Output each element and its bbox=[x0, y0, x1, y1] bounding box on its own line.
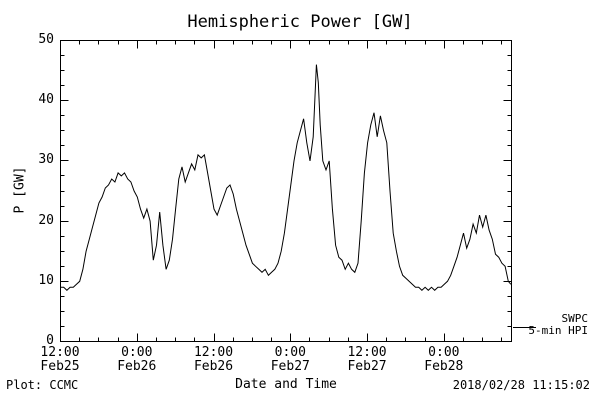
legend-line-sample bbox=[513, 327, 536, 328]
x-tick-time: 12:00 bbox=[347, 345, 387, 360]
x-tick-date: Feb26 bbox=[193, 359, 234, 374]
plot-frame bbox=[60, 40, 512, 342]
x-tick-date: Feb28 bbox=[424, 359, 464, 374]
legend: SWPC 5-min HPI bbox=[528, 313, 588, 337]
plot-source-label: Plot: CCMC bbox=[6, 378, 79, 392]
x-tick-label: 12:00 Feb25 bbox=[28, 346, 92, 374]
x-axis-label: Date and Time bbox=[235, 377, 337, 392]
x-tick-label: 0:00 Feb26 bbox=[105, 346, 169, 374]
x-tick-time: 12:00 bbox=[40, 345, 80, 360]
x-tick-date: Feb26 bbox=[117, 359, 157, 374]
x-tick-date: Feb27 bbox=[270, 359, 310, 374]
x-tick-label: 12:00 Feb27 bbox=[335, 346, 399, 374]
x-tick-label: 0:00 Feb28 bbox=[412, 346, 476, 374]
plot-area bbox=[60, 40, 512, 342]
x-tick-time: 0:00 bbox=[428, 345, 460, 360]
legend-series-desc: 5-min HPI bbox=[528, 324, 588, 337]
legend-series-name: SWPC bbox=[561, 312, 589, 325]
x-tick-time: 0:00 bbox=[274, 345, 306, 360]
x-tick-label: 0:00 Feb27 bbox=[258, 346, 322, 374]
x-tick-date: Feb25 bbox=[40, 359, 80, 374]
x-tick-label: 12:00 Feb26 bbox=[182, 346, 246, 374]
hpi-data-line bbox=[60, 64, 512, 291]
y-tick-label: 20 bbox=[38, 212, 54, 228]
y-tick-label: 30 bbox=[38, 152, 54, 168]
y-tick-label: 10 bbox=[38, 272, 54, 288]
chart-title: Hemispheric Power [GW] bbox=[187, 12, 413, 32]
x-tick-time: 0:00 bbox=[121, 345, 153, 360]
x-tick-date: Feb27 bbox=[347, 359, 387, 374]
plot-timestamp: 2018/02/28 11:15:02 bbox=[452, 378, 590, 392]
x-tick-time: 12:00 bbox=[193, 345, 234, 360]
y-tick-label: 50 bbox=[38, 32, 54, 47]
y-tick-label: 40 bbox=[38, 92, 54, 108]
y-tick-label: 0 bbox=[46, 333, 54, 348]
y-axis-label: P [GW] bbox=[12, 166, 28, 214]
